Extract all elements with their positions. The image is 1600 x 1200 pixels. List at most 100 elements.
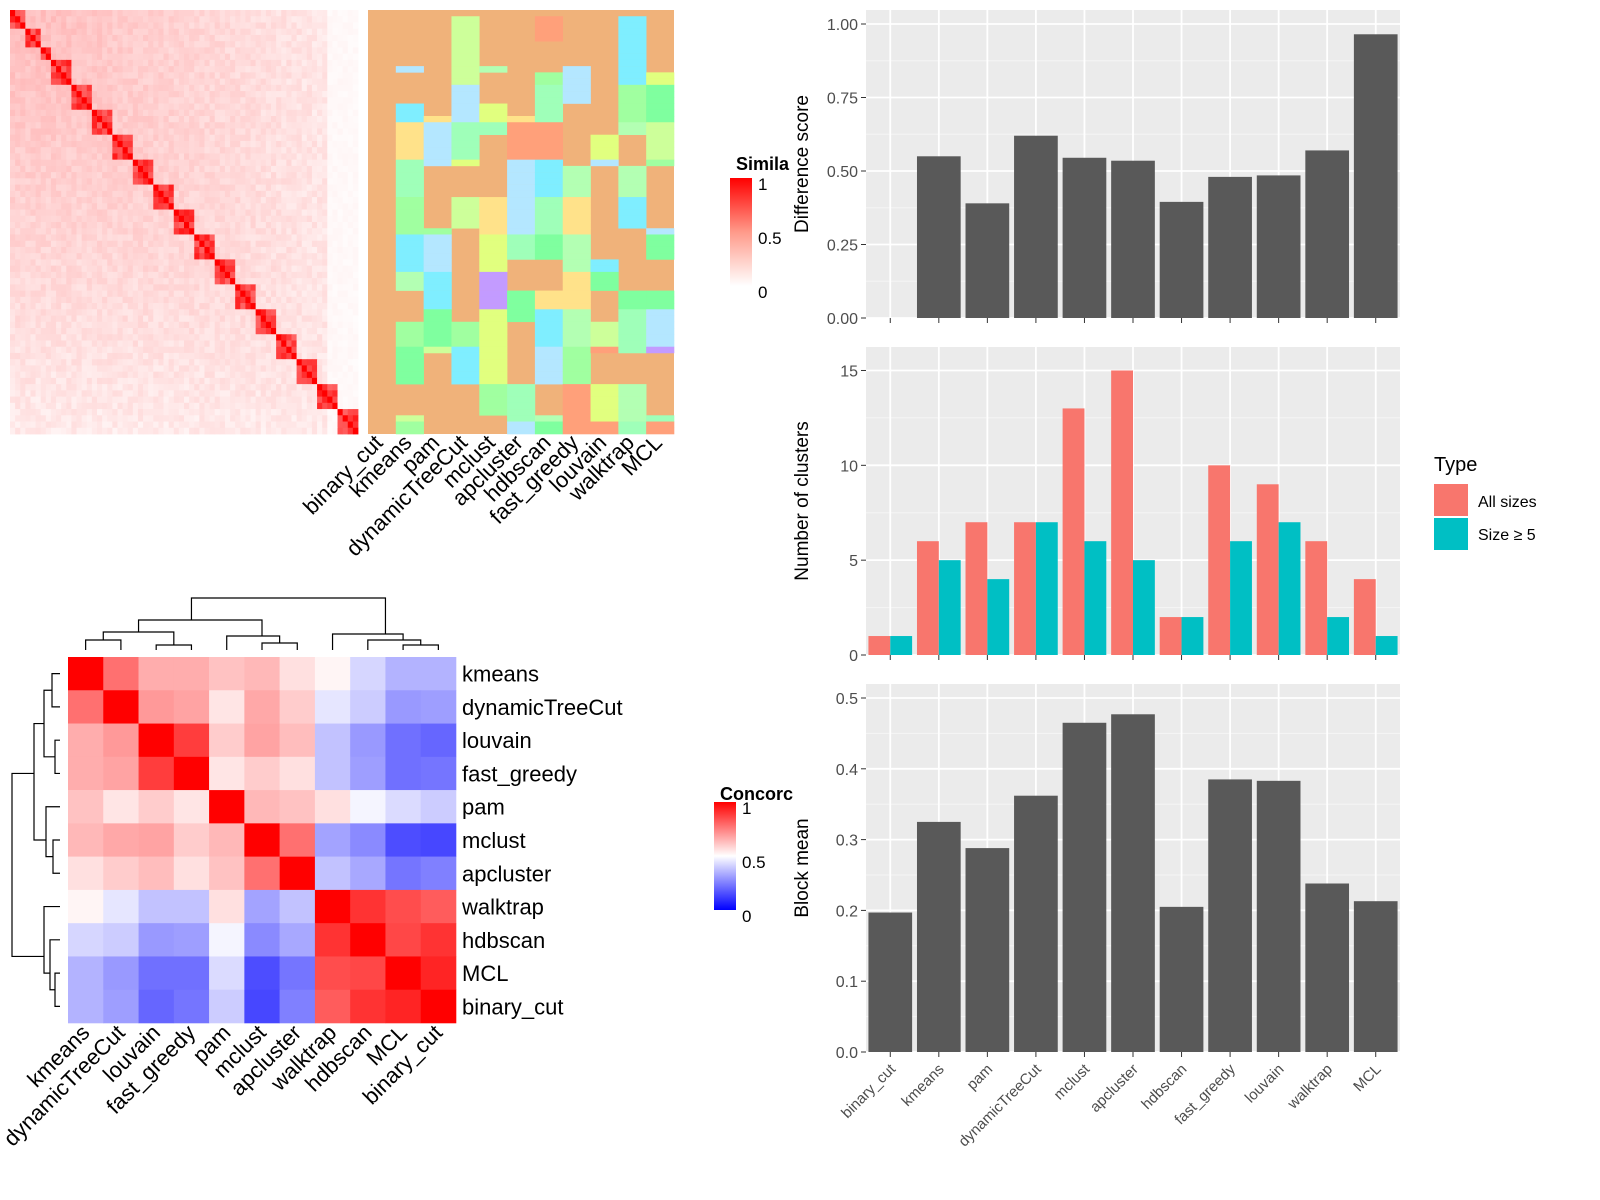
cluster-cell	[479, 359, 508, 366]
heatmap-cell	[235, 84, 241, 92]
heatmap-cell	[219, 28, 226, 36]
cluster-cell	[507, 128, 536, 136]
heatmap-cell	[56, 334, 62, 341]
heatmap-cell	[56, 402, 62, 410]
heatmap-cell	[30, 190, 36, 198]
heatmap-cell	[97, 190, 103, 198]
heatmap-cell	[347, 28, 354, 36]
heatmap-cell	[158, 16, 164, 23]
heatmap-cell	[66, 140, 72, 148]
heatmap-cell	[153, 246, 159, 254]
heatmap-cell	[301, 352, 308, 360]
heatmap-cell	[61, 153, 67, 161]
cluster-cell	[618, 346, 647, 354]
heatmap-cell	[122, 159, 129, 167]
heatmap-cell	[219, 290, 226, 298]
heatmap-cell	[260, 172, 267, 179]
heatmap-cell	[291, 53, 297, 61]
cluster-cell	[423, 128, 452, 136]
heatmap-cell	[322, 246, 328, 254]
heatmap-cell	[322, 409, 328, 416]
heatmap-cell	[102, 328, 108, 335]
heatmap-cell	[178, 128, 185, 136]
heatmap-cell	[56, 309, 62, 316]
cluster-cell	[618, 109, 647, 117]
heatmap-cell	[30, 116, 36, 123]
heatmap-cell	[127, 59, 134, 67]
heatmap-cell	[30, 72, 36, 79]
heatmap-cell	[337, 47, 344, 55]
heatmap-cell	[91, 147, 98, 154]
cluster-cell	[451, 122, 480, 129]
heatmap-cell	[91, 278, 98, 285]
heatmap-cell	[230, 415, 236, 422]
heatmap-cell	[224, 66, 231, 73]
cluster-cell	[618, 209, 647, 217]
heatmap-cell	[235, 128, 241, 136]
heatmap-cell	[168, 103, 175, 111]
heatmap-cell	[322, 215, 328, 223]
heatmap-cell	[20, 72, 26, 79]
heatmap-cell	[163, 22, 170, 30]
heatmap-cell	[71, 165, 77, 173]
heatmap-cell	[245, 172, 251, 179]
heatmap-cell	[250, 116, 257, 123]
heatmap-cell	[219, 109, 226, 117]
heatmap-cell	[342, 78, 349, 86]
cluster-cell	[618, 296, 647, 304]
heatmap-cell	[245, 53, 251, 61]
heatmap-cell	[235, 116, 241, 123]
heatmap-cell	[214, 190, 221, 198]
heatmap-cell	[132, 315, 139, 323]
heatmap-cell	[184, 34, 190, 42]
heatmap-cell	[71, 209, 77, 217]
heatmap-cell	[81, 91, 88, 98]
heatmap-cell	[255, 377, 262, 385]
heatmap-cell	[25, 334, 31, 341]
heatmap-cell	[219, 390, 226, 397]
heatmap-cell	[291, 209, 297, 217]
heatmap-cell	[178, 28, 185, 36]
heatmap-cell	[132, 346, 139, 354]
heatmap-cell	[276, 72, 282, 79]
heatmap-cell	[50, 140, 57, 148]
heatmap-cell	[153, 116, 159, 123]
heatmap-cell	[168, 359, 175, 366]
heatmap-cell	[311, 172, 318, 179]
heatmap-cell	[276, 203, 282, 210]
heatmap-cell	[112, 72, 118, 79]
heatmap-cell	[153, 178, 159, 185]
heatmap-cell	[194, 128, 200, 136]
cluster-cell	[395, 365, 424, 372]
heatmap-cell	[184, 315, 190, 323]
heatmap-cell	[286, 165, 292, 173]
heatmap-cell	[184, 309, 190, 316]
cluster-cell	[646, 134, 675, 142]
heatmap-cell	[112, 421, 118, 429]
heatmap-cell	[97, 278, 103, 285]
heatmap-cell	[163, 278, 170, 285]
heatmap-cell	[107, 165, 113, 173]
heatmap-cell	[173, 209, 180, 217]
heatmap-cell	[173, 377, 180, 385]
heatmap-cell	[296, 178, 303, 185]
heatmap-cell	[163, 415, 170, 422]
heatmap-cell	[332, 209, 338, 217]
heatmap-cell	[168, 72, 175, 79]
heatmap-cell	[81, 172, 88, 179]
heatmap-cell	[322, 365, 328, 373]
heatmap-cell	[168, 47, 175, 55]
heatmap-cell	[224, 290, 231, 298]
heatmap-cell	[178, 371, 185, 379]
heatmap-cell	[97, 128, 103, 136]
heatmap-cell	[61, 427, 67, 435]
heatmap-cell	[15, 396, 21, 404]
heatmap-cell	[148, 178, 154, 185]
heatmap-cell	[224, 78, 231, 86]
heatmap-cell	[50, 321, 57, 329]
heatmap-cell	[81, 290, 88, 298]
heatmap-cell	[168, 84, 175, 92]
heatmap-cell	[255, 259, 262, 267]
heatmap-cell	[168, 271, 175, 279]
heatmap-cell	[291, 178, 297, 185]
